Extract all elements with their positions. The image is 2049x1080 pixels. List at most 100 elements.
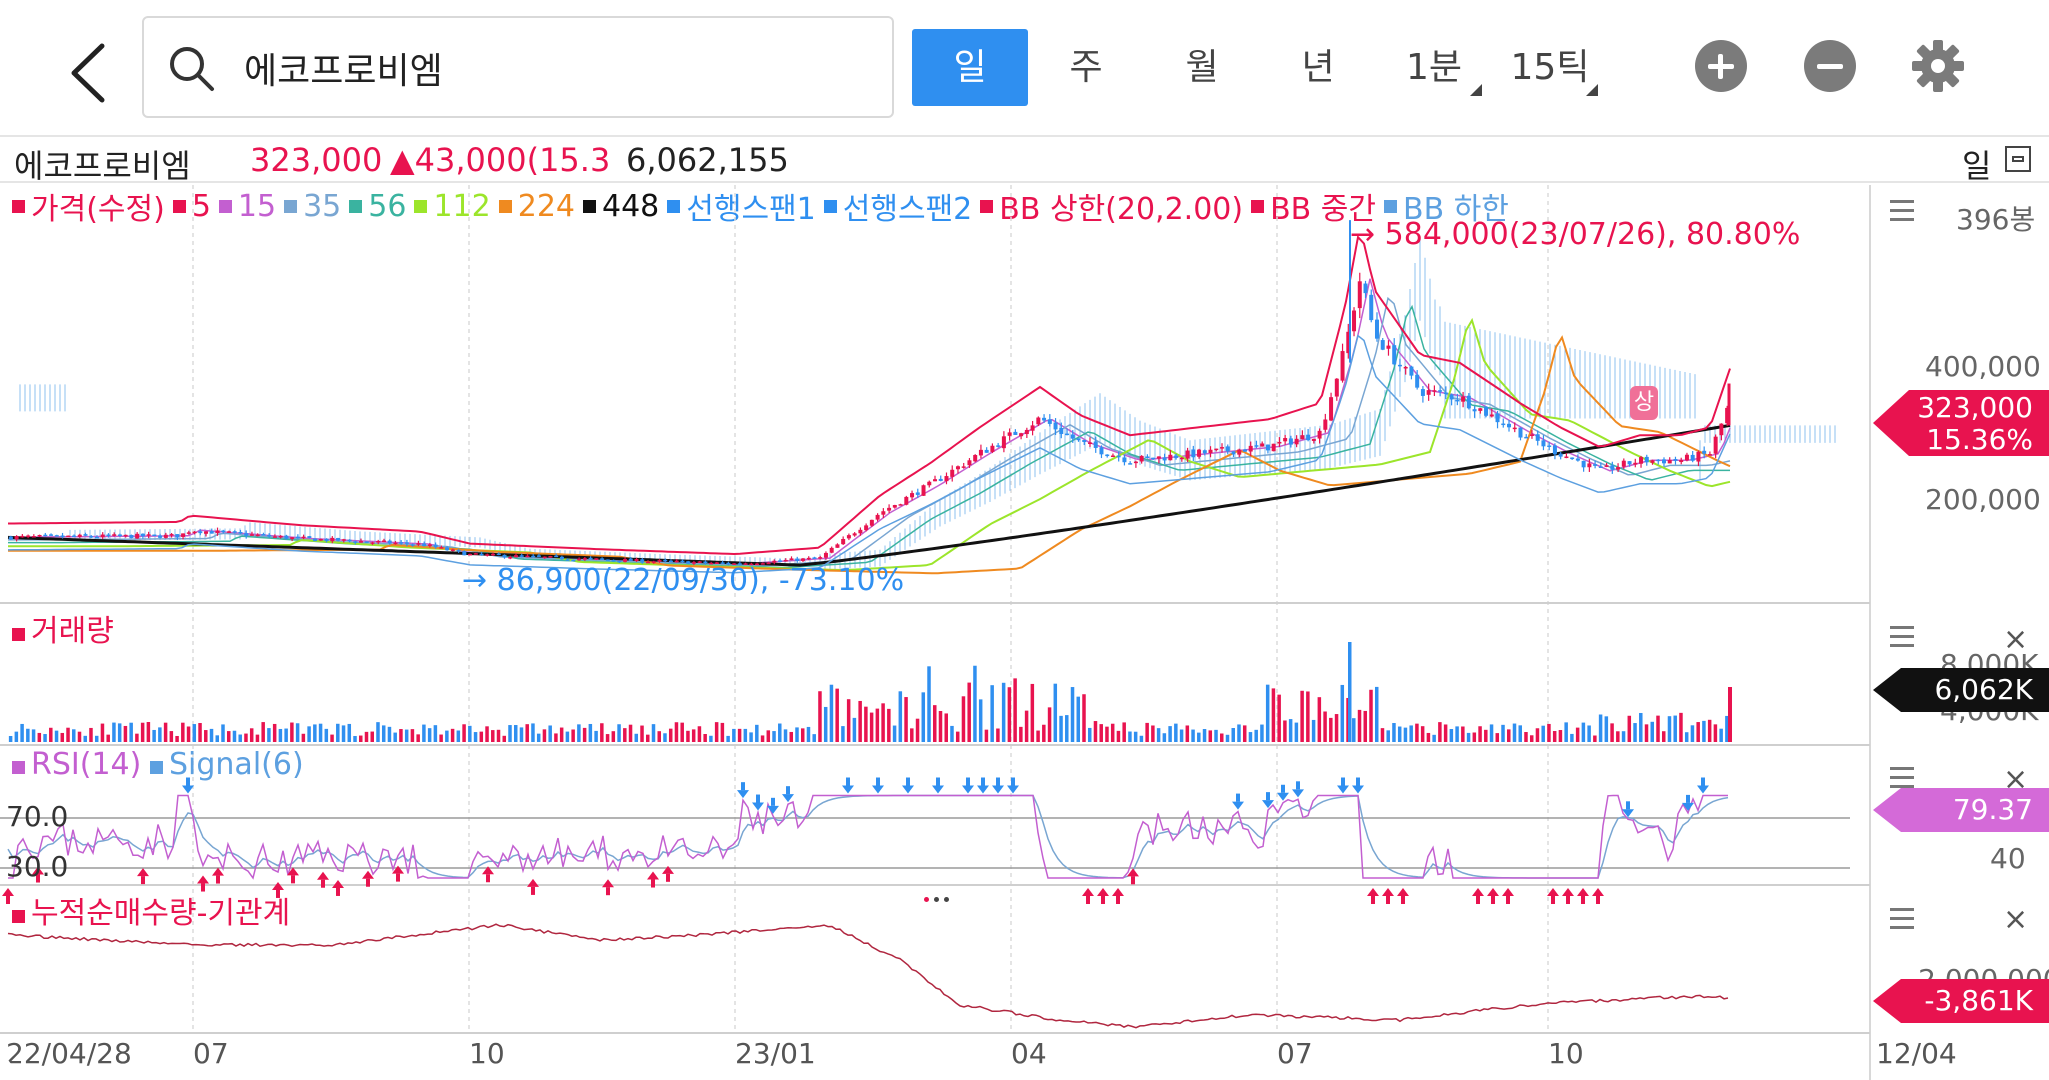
volume-bar (1650, 721, 1655, 742)
volume-bar (1535, 728, 1540, 742)
tab-tick[interactable]: 15틱 (1492, 29, 1608, 106)
volume-bar (1369, 689, 1373, 742)
candle-body (336, 537, 341, 541)
legend-label: 선행스팬1 (686, 192, 816, 227)
volume-bar (605, 734, 610, 742)
volume-bar (221, 724, 225, 742)
back-button[interactable] (60, 38, 120, 108)
volume-bar (1122, 722, 1126, 742)
candle-body (961, 466, 966, 468)
volume-panel-close-button[interactable]: × (2003, 622, 2029, 657)
candle-body (1265, 444, 1270, 451)
candle-body (1254, 445, 1259, 447)
candle-body (525, 555, 530, 558)
candle-body (473, 553, 478, 555)
rsi-panel-menu-button[interactable] (1890, 767, 1914, 794)
volume-bar (1042, 724, 1046, 742)
rsi-level-low: 30.0 (6, 850, 69, 883)
candle-body (605, 559, 610, 561)
volume-bar (1593, 735, 1597, 742)
volume-bar (852, 717, 857, 742)
volume-bar (77, 731, 82, 742)
candle-body (783, 559, 788, 562)
volume-bar (1495, 733, 1500, 742)
volume-bar (800, 728, 805, 742)
tab-minute[interactable]: 1분 (1376, 29, 1492, 106)
volume-bar (1007, 687, 1012, 742)
candle-body (1197, 449, 1202, 457)
zoom-out-button[interactable] (1804, 40, 1856, 92)
volume-bar (198, 723, 202, 742)
candle-body (1380, 340, 1385, 350)
search-input[interactable]: 에코프로비엠 (142, 16, 894, 118)
tab-year[interactable]: 년 (1260, 29, 1376, 106)
rsi-axis-tick: 40 (1990, 842, 2026, 875)
candle-body (933, 479, 938, 482)
price-axis-tick: 200,000 (1925, 483, 2041, 516)
buy-signal-arrow (212, 867, 224, 884)
candle-body (1633, 462, 1638, 465)
tab-month[interactable]: 월 (1144, 29, 1260, 106)
candle-body (347, 539, 352, 542)
volume-bar (548, 725, 552, 742)
volume-bar (1552, 731, 1557, 742)
volume-bar (479, 731, 484, 742)
volume-panel-title: 거래량 (12, 606, 114, 650)
buy-signal-arrow (317, 871, 329, 888)
candle-body (1271, 443, 1276, 452)
candle-body (221, 530, 226, 533)
legend-label: 448 (602, 188, 660, 224)
gear-icon[interactable] (1910, 38, 1966, 94)
candle-body (674, 560, 679, 563)
candle-body (1438, 390, 1443, 392)
price-panel-menu-button[interactable] (1890, 200, 1914, 227)
expand-toggle-button[interactable] (2005, 146, 2031, 172)
legend-swatch (172, 199, 186, 213)
candle-body (307, 536, 312, 538)
volume-bar (261, 722, 265, 742)
candle-body (1001, 436, 1006, 449)
volume-bar (846, 699, 851, 742)
buy-signal-arrow (1502, 888, 1514, 904)
tab-day[interactable]: 일 (912, 29, 1028, 106)
candle-body (1030, 425, 1035, 431)
buy-signal-arrow (1112, 888, 1124, 904)
inst-panel-menu-button[interactable] (1890, 908, 1914, 935)
legend-item: 224 (498, 189, 575, 224)
candle-body (1449, 394, 1454, 400)
volume-bar (1019, 726, 1023, 742)
volume-bar (1202, 729, 1207, 742)
volume-panel-menu-button[interactable] (1890, 626, 1914, 653)
volume-bar (1334, 714, 1339, 742)
ma-56-line (8, 304, 1730, 569)
volume-bar (468, 725, 472, 742)
volume-bar (1466, 732, 1471, 742)
candle-body (94, 536, 99, 539)
more-dots-icon[interactable] (922, 897, 954, 903)
candle-body (628, 558, 633, 561)
candle-body (611, 559, 616, 562)
candle-body (381, 540, 386, 542)
volume-bar (244, 733, 248, 742)
volume-bar (181, 722, 185, 742)
volume-bar (915, 718, 920, 742)
volume-bar (1065, 715, 1069, 742)
volume-bar (313, 724, 317, 742)
candle-body (244, 533, 249, 536)
volume-bar (623, 728, 627, 742)
volume-bar (1265, 684, 1270, 742)
zoom-in-button[interactable] (1695, 40, 1747, 92)
legend-swatch (980, 199, 994, 213)
candle-body (921, 485, 926, 496)
candle-body (1541, 440, 1546, 447)
inst-panel-close-button[interactable]: × (2003, 902, 2029, 937)
volume-bar (1570, 733, 1574, 742)
volume-bar (795, 727, 799, 742)
volume-bar (129, 722, 133, 742)
volume-bar (1403, 727, 1408, 742)
volume-bar (1087, 727, 1092, 742)
volume-bar (381, 725, 386, 742)
tab-week[interactable]: 주 (1028, 29, 1144, 106)
volume-bar (215, 735, 220, 742)
